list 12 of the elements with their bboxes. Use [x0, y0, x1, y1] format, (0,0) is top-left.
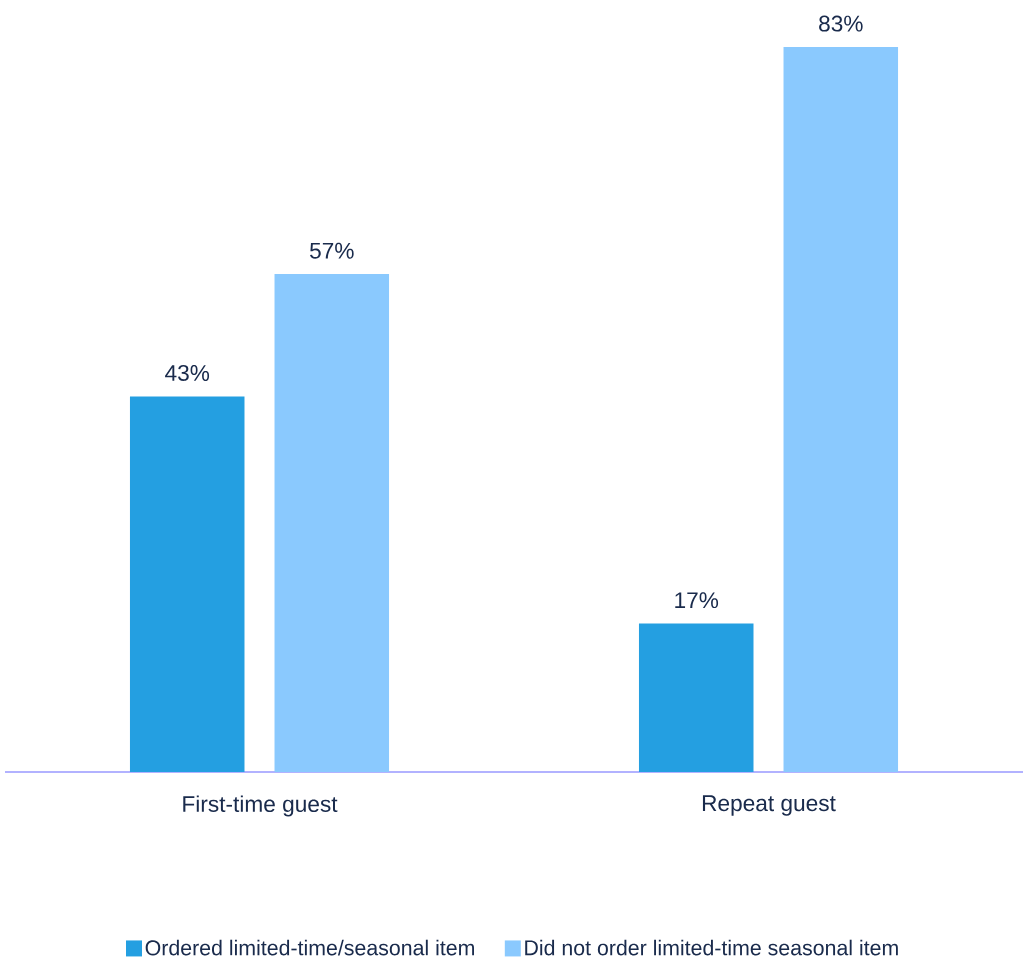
bar [274, 274, 390, 772]
data-label: 43% [165, 364, 210, 382]
data-label: 83% [819, 15, 863, 32]
bar [783, 46, 899, 772]
data-label: 57% [310, 242, 354, 259]
bar [129, 396, 245, 772]
x-tick-label: First-time guest [183, 795, 338, 817]
legend-label: Ordered limited-time/seasonal item [145, 939, 474, 956]
bar [638, 623, 754, 772]
x-tick-label: Repeat guest [702, 795, 836, 816]
data-label: 17% [675, 592, 719, 609]
legend-label: Did not order limited-time seasonal item [525, 939, 898, 956]
